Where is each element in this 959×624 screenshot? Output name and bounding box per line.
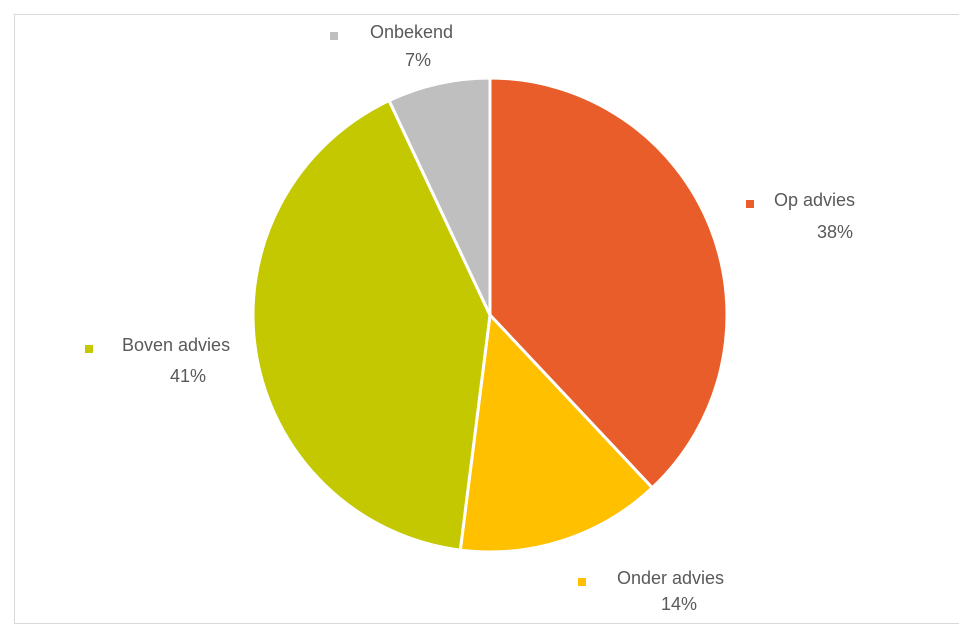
- label-name-op-advies: Op advies: [774, 190, 855, 210]
- label-percent-boven-advies: 41%: [170, 366, 206, 386]
- slice-onbekend: [387, 76, 492, 316]
- slice-op-advies: [488, 76, 729, 490]
- label-marker-boven-advies: [85, 345, 93, 353]
- slice-onder-advies: [458, 311, 655, 554]
- label-marker-onder-advies: [578, 578, 586, 586]
- label-percent-op-advies: 38%: [817, 222, 853, 242]
- label-name-onder-advies: Onder advies: [617, 568, 724, 588]
- label-name-onbekend: Onbekend: [370, 22, 453, 42]
- label-percent-onder-advies: 14%: [661, 594, 697, 613]
- label-percent-onbekend: 7%: [405, 50, 431, 70]
- slice-boven-advies: [251, 98, 492, 552]
- label-marker-op-advies: [746, 200, 754, 208]
- pie-labels: Op advies 38% Onder advies 14% Boven advies 4…: [85, 22, 855, 613]
- label-marker-onbekend: [330, 32, 338, 40]
- label-name-boven-advies: Boven advies: [122, 335, 230, 355]
- pie-slices: [251, 76, 729, 554]
